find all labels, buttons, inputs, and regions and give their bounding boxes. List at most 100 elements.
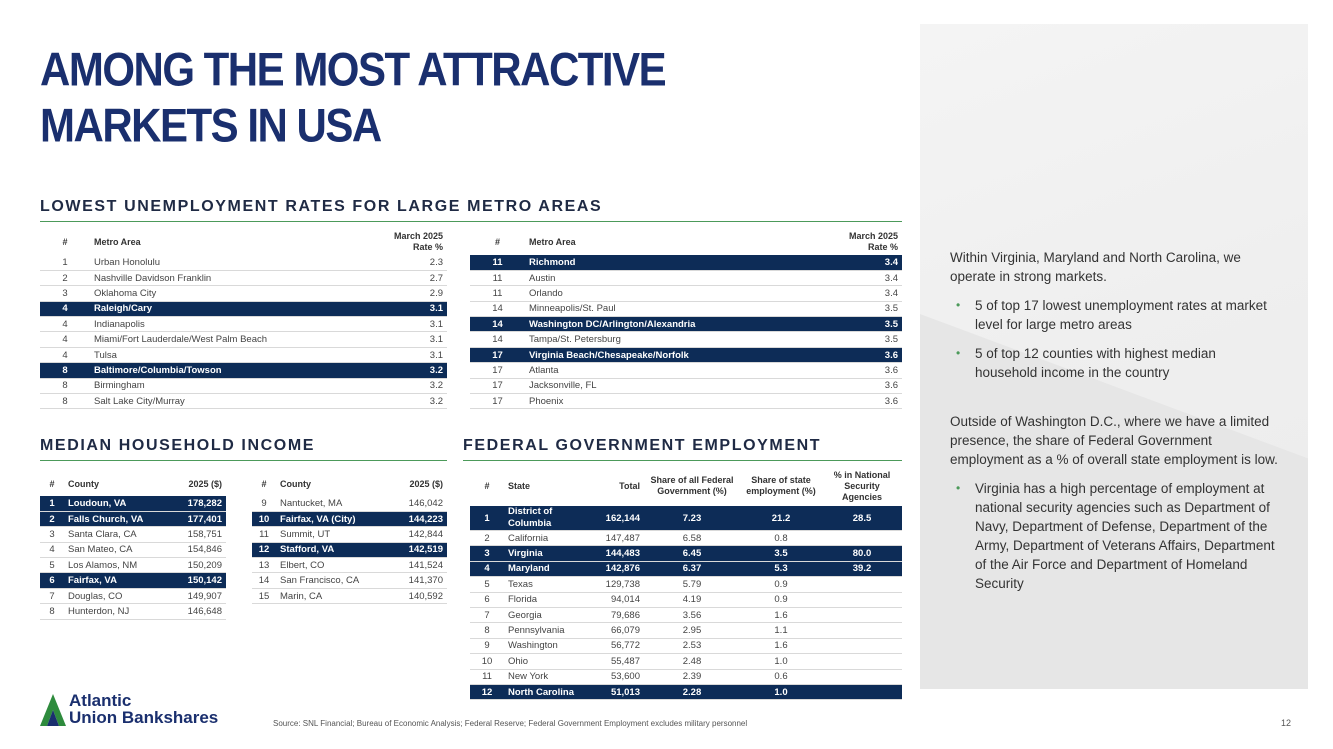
share-federal-cell: 5.79 — [644, 576, 740, 593]
metro-cell: Minneapolis/St. Paul — [525, 301, 822, 318]
rank-cell: 8 — [40, 393, 90, 410]
page-number: 12 — [1281, 718, 1292, 728]
income-cell: 177,401 — [171, 511, 226, 528]
panel-block-federal: Outside of Washington D.C., where we hav… — [950, 412, 1280, 603]
rank-cell: 10 — [252, 511, 276, 528]
metro-cell: Virginia Beach/Chesapeake/Norfolk — [525, 347, 822, 364]
metro-cell: Washington DC/Arlington/Alexandria — [525, 316, 822, 333]
unemployment-table-left: # Metro Area March 2025 Rate % 1 Urban Ho… — [40, 229, 447, 410]
col-rate-line2: Rate % — [867, 242, 898, 252]
county-cell: Summit, UT — [276, 526, 392, 543]
logo-mark-icon — [40, 694, 66, 726]
income-cell: 140,592 — [391, 588, 447, 605]
table-row: 6 Fairfax, VA 150,142 — [40, 572, 226, 589]
source-note: Source: SNL Financial; Bureau of Economi… — [273, 719, 748, 728]
table-row: 10 Ohio 55,487 2.48 1.0 — [470, 653, 902, 670]
table-row: 10 Fairfax, VA (City) 144,223 — [252, 511, 447, 528]
table-row: 6 Florida 94,014 4.19 0.9 — [470, 592, 902, 608]
county-cell: Los Alamos, NM — [64, 557, 172, 574]
logo-line-1: Atlantic — [69, 691, 132, 710]
income-cell: 141,524 — [391, 557, 447, 574]
county-cell: San Francisco, CA — [276, 572, 392, 589]
rank-cell: 2 — [470, 530, 504, 547]
col-metro: Metro Area — [94, 237, 141, 247]
table-row: 1 Urban Honolulu 2.3 — [40, 255, 447, 271]
table-row: 11 New York 53,600 2.39 0.6 — [470, 669, 902, 685]
state-cell: California — [504, 530, 584, 547]
bullet-icon: • — [956, 298, 961, 312]
state-cell: Florida — [504, 592, 584, 608]
table-row: 3 Santa Clara, CA 158,751 — [40, 526, 226, 543]
rank-cell: 5 — [40, 557, 64, 574]
state-cell: Washington — [504, 638, 584, 655]
federal-rule — [463, 460, 902, 461]
table-row: 11 Orlando 3.4 — [470, 285, 902, 302]
table-row: 11 Summit, UT 142,844 — [252, 526, 447, 543]
national-security-cell — [822, 653, 902, 670]
rate-cell: 3.2 — [367, 362, 447, 379]
metro-cell: Raleigh/Cary — [90, 301, 367, 318]
table-row: 4 Raleigh/Cary 3.1 — [40, 301, 447, 318]
rate-cell: 2.7 — [367, 270, 447, 287]
total-cell: 56,772 — [584, 638, 644, 655]
rank-cell: 8 — [40, 378, 90, 395]
metro-cell: Atlanta — [525, 362, 822, 379]
rate-cell: 2.9 — [367, 285, 447, 302]
national-security-cell: 39.2 — [822, 561, 902, 578]
metro-cell: Oklahoma City — [90, 285, 367, 302]
rank-cell: 1 — [40, 255, 90, 271]
rank-cell: 15 — [252, 588, 276, 605]
income-cell: 146,648 — [171, 603, 226, 620]
panel-bullets-1: • 5 of top 17 lowest unemployment rates a… — [950, 296, 1280, 382]
table-row: 17 Jacksonville, FL 3.6 — [470, 378, 902, 395]
rank-cell: 7 — [470, 607, 504, 624]
panel-block-markets: Within Virginia, Maryland and North Caro… — [950, 248, 1280, 392]
state-cell: District of Columbia — [504, 506, 584, 531]
unemployment-rule — [40, 221, 902, 222]
county-cell: Loudoun, VA — [64, 496, 172, 512]
share-federal-cell: 6.58 — [644, 530, 740, 547]
rate-cell: 3.1 — [367, 347, 447, 364]
col-rate: March 2025 Rate % — [367, 229, 447, 255]
income-cell: 141,370 — [391, 572, 447, 589]
state-cell: Georgia — [504, 607, 584, 624]
share-state-cell: 1.6 — [740, 638, 822, 655]
metro-cell: Baltimore/Columbia/Towson — [90, 362, 367, 379]
table-row: 8 Baltimore/Columbia/Towson 3.2 — [40, 362, 447, 379]
metro-cell: Urban Honolulu — [90, 255, 367, 271]
share-state-cell: 1.1 — [740, 622, 822, 639]
bullet-text: 5 of top 17 lowest unemployment rates at… — [975, 298, 1267, 332]
share-state-cell: 3.5 — [740, 545, 822, 562]
metro-cell: Tulsa — [90, 347, 367, 364]
rank-cell: 1 — [40, 496, 64, 512]
title-line-2: MARKETS IN USA — [40, 99, 382, 152]
rank-cell: 14 — [470, 316, 525, 333]
col-rank: # — [494, 237, 500, 247]
metro-cell: Orlando — [525, 285, 822, 302]
federal-table: # State Total Share of all Federal Gover… — [470, 466, 902, 701]
bullet-icon: • — [956, 481, 961, 495]
share-state-cell: 0.9 — [740, 592, 822, 608]
col-rank: # — [484, 481, 490, 491]
col-total: Total — [619, 481, 640, 491]
col-metro: Metro Area — [529, 237, 576, 247]
rank-cell: 4 — [40, 301, 90, 318]
rank-cell: 4 — [40, 316, 90, 333]
table-row: 12 Stafford, VA 142,519 — [252, 542, 447, 559]
income-cell: 158,751 — [171, 526, 226, 543]
col-share-state: Share of state employment (%) — [746, 475, 816, 496]
state-cell: Ohio — [504, 653, 584, 670]
col-county: County — [280, 479, 311, 489]
state-cell: Texas — [504, 576, 584, 593]
table-row: 11 Austin 3.4 — [470, 270, 902, 287]
rank-cell: 11 — [470, 669, 504, 685]
table-row: 7 Douglas, CO 149,907 — [40, 588, 226, 605]
county-cell: San Mateo, CA — [64, 542, 172, 559]
table-row: 2 Nashville Davidson Franklin 2.7 — [40, 270, 447, 287]
county-cell: Hunterdon, NJ — [64, 603, 172, 620]
rank-cell: 17 — [470, 378, 525, 395]
income-cell: 146,042 — [391, 496, 447, 512]
income-cell: 149,907 — [171, 588, 226, 605]
logo-line-2: Union Bankshares — [69, 708, 219, 727]
table-row: 2 California 147,487 6.58 0.8 — [470, 530, 902, 547]
